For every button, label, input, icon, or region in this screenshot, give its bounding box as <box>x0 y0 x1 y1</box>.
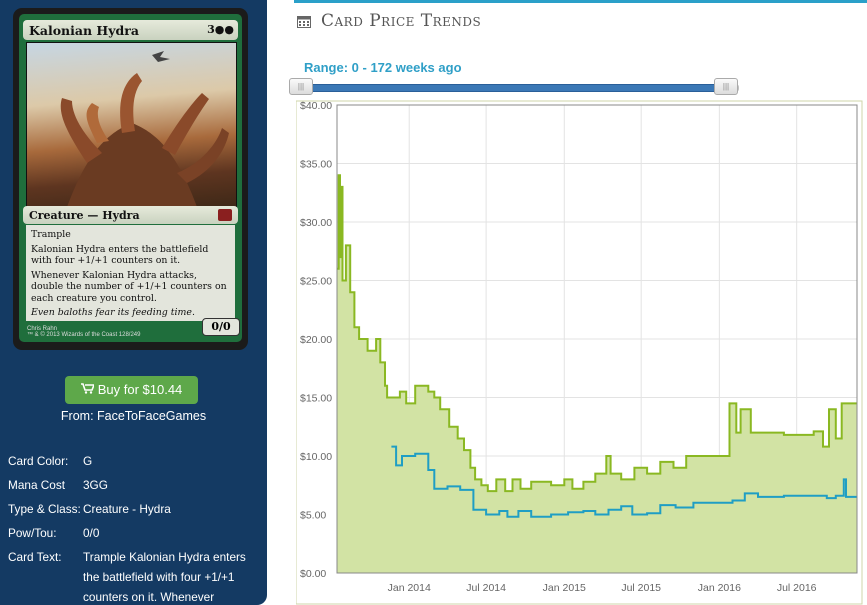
x-axis: Jan 2014 Jul 2014 Jan 2015 Jul 2015 Jan 2016… <box>388 582 817 594</box>
vendor-label: From: FaceToFaceGames <box>60 409 207 423</box>
info-key: Mana Cost <box>8 478 66 492</box>
x-tick-label: Jan 2016 <box>698 582 741 594</box>
card-type-bar: Creature — Hydra <box>23 206 238 224</box>
card-text-box: Trample Kalonian Hydra enters the battle… <box>26 225 235 321</box>
y-tick-label: $30.00 <box>300 217 332 229</box>
info-key: Type & Class: <box>8 502 81 516</box>
info-value: Trample Kalonian Hydra enters the battle… <box>83 550 246 604</box>
series-2-line <box>391 445 857 518</box>
y-tick-label: $35.00 <box>300 159 332 171</box>
y-tick-label: $5.00 <box>300 510 326 522</box>
info-value: G <box>83 454 93 468</box>
info-value: 3GG <box>83 478 108 492</box>
y-tick-label: $0.00 <box>300 568 326 580</box>
price-chart: $0.00 $5.00 $10.00 $15.00 $20.00 $25.00 $30.00… <box>296 100 863 605</box>
card-flavor: Even baloths fear its feeding time. <box>31 307 195 318</box>
y-tick-label: $40.00 <box>300 100 332 112</box>
card-credit: Chris Rahn ™ & © 2013 Wizards of the Coa… <box>27 326 140 338</box>
calendar-icon <box>297 15 311 33</box>
card-rule: Trample <box>31 229 71 240</box>
card-power-toughness: 0/0 <box>202 318 240 336</box>
info-key: Card Color: <box>8 454 69 468</box>
x-tick-label: Jul 2014 <box>466 582 506 594</box>
card-name: Kalonian Hydra <box>29 23 139 38</box>
info-key: Card Text: <box>8 550 62 564</box>
mana-cost-symbols: 3●● <box>207 23 234 36</box>
cart-icon <box>80 376 95 404</box>
range-max-handle[interactable]: ||| <box>714 78 738 95</box>
page-title: Card Price Trends <box>321 11 482 31</box>
plot-frame <box>336 104 858 574</box>
y-tick-label: $20.00 <box>300 334 332 346</box>
card-rule: Kalonian Hydra enters the battlefield wi… <box>31 243 209 267</box>
y-tick-label: $15.00 <box>300 393 332 405</box>
y-axis: $0.00 $5.00 $10.00 $15.00 $20.00 $25.00 $30.00… <box>300 100 332 580</box>
range-label: Range: 0 - 172 weeks ago <box>304 60 462 75</box>
info-value: Creature - Hydra <box>83 502 171 516</box>
card-type-line: Creature — Hydra <box>29 209 140 222</box>
x-tick-label: Jul 2015 <box>621 582 661 594</box>
x-tick-label: Jan 2015 <box>543 582 586 594</box>
hydra-art-icon <box>60 51 229 207</box>
card-name-bar: Kalonian Hydra 3●● <box>23 20 238 40</box>
set-symbol-icon <box>218 209 232 221</box>
info-key: Pow/Tou: <box>8 526 57 540</box>
buy-button[interactable]: Buy for $10.44 <box>65 376 198 404</box>
header-accent-bar <box>294 0 867 3</box>
series-1-area <box>337 175 857 573</box>
card-artist: Chris Rahn <box>27 326 58 332</box>
x-tick-label: Jul 2016 <box>777 582 817 594</box>
card-image: Kalonian Hydra 3●● Creature — Hydra Tram… <box>13 8 248 350</box>
range-min-handle[interactable]: ||| <box>289 78 313 95</box>
buy-label: Buy for $10.44 <box>97 382 183 397</box>
card-copyright: ™ & © 2013 Wizards of the Coast 128/249 <box>27 332 141 338</box>
card-rule: Whenever Kalonian Hydra attacks, double … <box>31 269 227 304</box>
y-tick-label: $10.00 <box>300 451 332 463</box>
range-slider-fill <box>298 84 726 92</box>
info-value: 0/0 <box>83 526 100 540</box>
card-art <box>26 42 237 208</box>
series-1-line <box>337 174 857 493</box>
chart-series <box>336 104 858 574</box>
x-tick-label: Jan 2014 <box>388 582 431 594</box>
y-tick-label: $25.00 <box>300 276 332 288</box>
card-panel: Kalonian Hydra 3●● Creature — Hydra Tram… <box>0 0 267 605</box>
